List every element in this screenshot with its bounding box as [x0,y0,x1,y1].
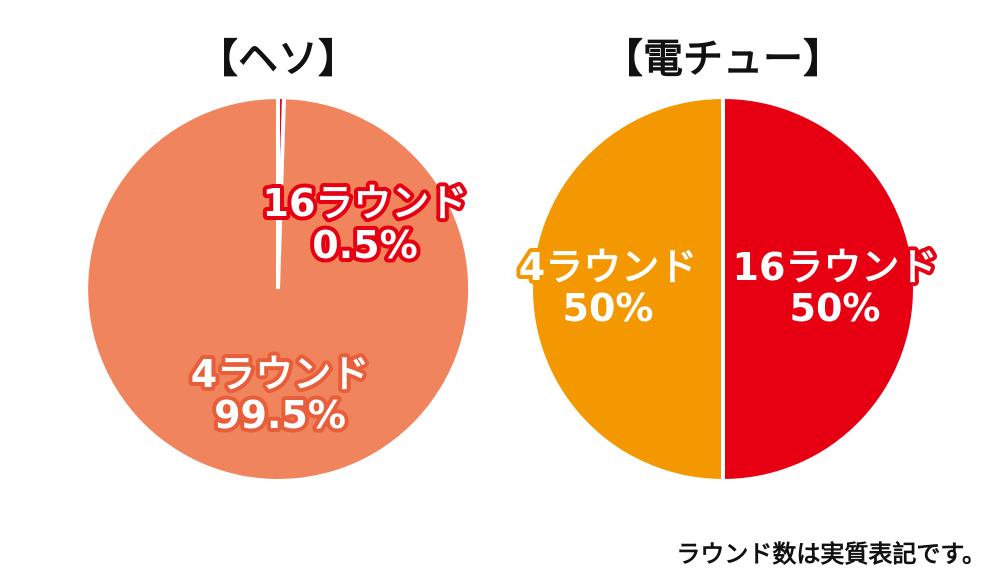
pie-chart-title-denchu: 【電チュー】 [603,36,843,82]
pie-slice-heso-1 [84,94,473,483]
slice-label-heso-4round: 4ラウンド 99.5% [187,348,373,441]
pie-slice-denchu-0 [721,94,917,484]
slice-label-denchu-4round-value: 50% [563,286,654,330]
slice-label-heso-4round-name: 4ラウンド [191,352,369,396]
pie-slice-denchu-1 [529,94,725,484]
slice-label-heso-4round-value: 99.5% [214,393,346,437]
slice-label-denchu-16round-name: 16ラウンド [733,245,938,289]
pie-slices-denchu [529,94,917,484]
slice-label-heso-16round-name: 16ラウンド [263,181,468,225]
slice-label-heso-16round: 16ラウンド 0.5% [259,177,472,271]
slice-label-denchu-16round: 16ラウンド 50% [729,241,942,334]
pie-slices-heso [84,94,473,483]
pie-chart-title-heso: 【ヘソ】 [198,36,358,82]
slice-label-denchu-4round: 4ラウンド 50% [515,241,701,334]
slice-label-denchu-4round-name: 4ラウンド [519,245,697,289]
pie-chart-heso: 【ヘソ】 16ラウンド 0.5% 4ラウンド 99.5% [84,36,473,483]
pie-chart-denchu: 【電チュー】 16ラウンド 50% 4ラウンド 50% [515,36,942,484]
footnote: ラウンド数は実質表記です。 [676,540,986,568]
slice-label-heso-16round-value: 0.5% [312,223,417,267]
slice-label-denchu-16round-value: 50% [790,286,881,330]
